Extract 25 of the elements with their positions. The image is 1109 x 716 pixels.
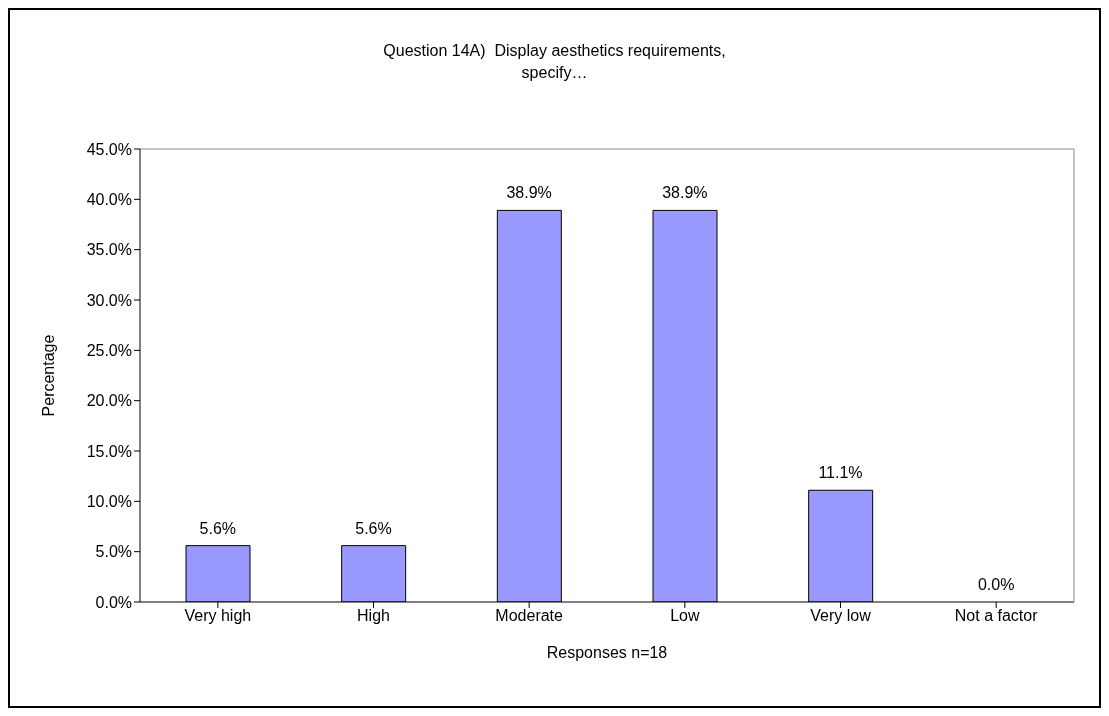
x-tick-label: High (357, 607, 390, 625)
x-tick-label: Not a factor (954, 607, 1039, 625)
x-tick-label: Very low (810, 607, 872, 625)
y-axis-title: Percentage (39, 334, 57, 417)
data-label: 5.6% (355, 519, 392, 537)
x-tick-label: Moderate (495, 607, 564, 625)
y-tick-label: 20.0% (86, 392, 132, 410)
y-tick-label: 35.0% (86, 241, 132, 259)
y-tick-label: 25.0% (86, 342, 132, 360)
y-tick-label: 5.0% (95, 543, 132, 561)
y-tick-label: 10.0% (86, 493, 132, 511)
chart-title: Question 14A) Display aesthetics requirements, specify… (382, 41, 727, 83)
data-label: 38.9% (506, 184, 552, 202)
data-label: 0.0% (977, 576, 1015, 593)
x-axis-title: Responses n=18 (546, 644, 668, 661)
x-tick-label: Very high (184, 607, 252, 625)
y-tick-label: 0.0% (95, 593, 132, 611)
y-tick-label: 15.0% (86, 442, 132, 460)
y-tick-label: 45.0% (86, 140, 132, 158)
data-label: 5.6% (199, 519, 237, 537)
y-tick-label: 30.0% (86, 291, 132, 309)
x-tick-label: Low (670, 607, 700, 625)
data-label: 38.9% (662, 184, 708, 202)
y-tick-label: 40.0% (86, 191, 132, 209)
data-label: 11.1% (818, 464, 863, 482)
